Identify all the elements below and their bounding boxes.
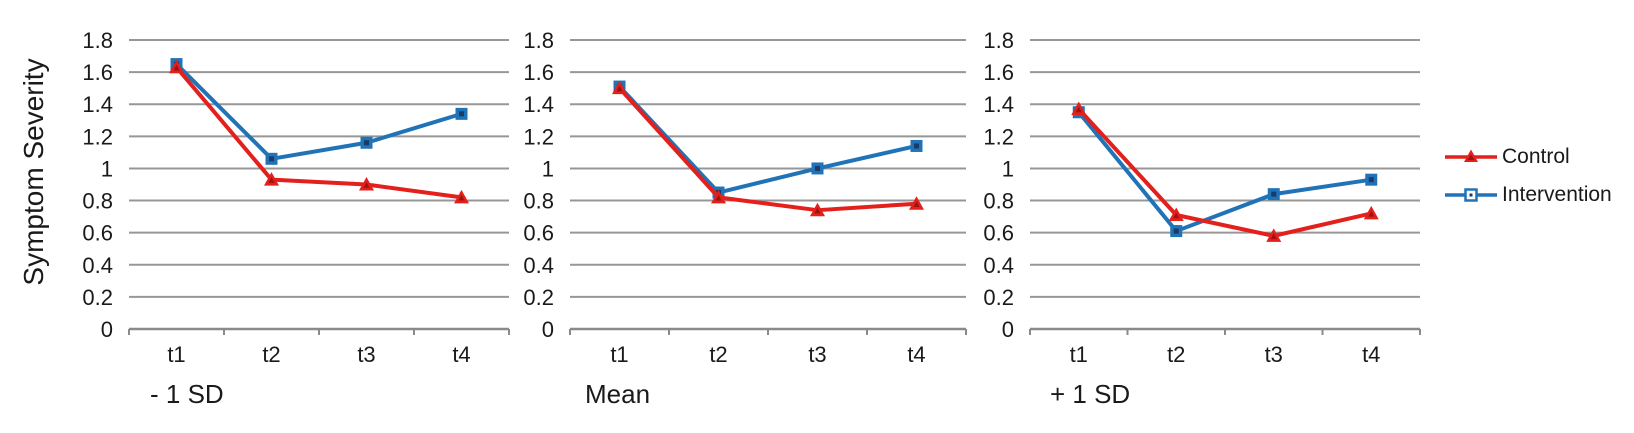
- legend-entry-intervention: Intervention: [1444, 183, 1612, 207]
- square-marker-center: [1368, 177, 1374, 183]
- y-tick-label: 0.6: [983, 221, 1014, 246]
- x-tick-label: t3: [808, 342, 826, 367]
- x-tick-label: t3: [357, 342, 375, 367]
- control-line-triangle-icon: [1445, 149, 1497, 162]
- x-tick-label: t2: [262, 342, 280, 367]
- panel-title: + 1 SD: [1050, 379, 1131, 409]
- y-tick-label: 1.4: [82, 92, 113, 117]
- y-tick-label: 0.4: [983, 253, 1014, 278]
- y-tick-label: 1.2: [983, 124, 1014, 149]
- y-tick-label: 0: [101, 317, 113, 342]
- y-tick-label: 0.4: [82, 253, 113, 278]
- x-tick-label: t4: [1362, 342, 1380, 367]
- y-tick-label: 0.6: [82, 221, 113, 246]
- triangle-marker-center: [1075, 106, 1082, 113]
- y-tick-label: 1.6: [523, 60, 554, 85]
- y-tick-label: 1.2: [523, 124, 554, 149]
- series-line-control: [1077, 107, 1372, 238]
- y-tick-label: 0.2: [82, 285, 113, 310]
- y-tick-label: 1: [101, 156, 113, 181]
- triangle-marker-center: [363, 182, 370, 188]
- triangle-marker-center: [814, 207, 821, 214]
- triangle-marker-center: [1270, 233, 1277, 240]
- triangle-marker-center: [616, 85, 623, 92]
- square-marker-center: [815, 165, 820, 171]
- x-tick-label: t4: [907, 342, 925, 367]
- square-marker-center: [914, 143, 919, 149]
- triangle-marker-center: [1368, 210, 1375, 217]
- x-tick-label: t4: [452, 342, 470, 367]
- x-tick-label: t3: [1265, 342, 1283, 367]
- y-tick-label: 1.8: [82, 28, 113, 53]
- y-tick-label: 0.8: [523, 189, 554, 214]
- y-tick-label: 1.6: [82, 60, 113, 85]
- x-tick-label: t1: [610, 342, 628, 367]
- square-marker-center: [459, 111, 464, 117]
- square-marker-center: [1271, 191, 1277, 197]
- x-tick-label: t2: [1167, 342, 1185, 367]
- y-tick-label: 0.2: [523, 285, 554, 310]
- y-tick-label: 0.6: [523, 221, 554, 246]
- triangle-marker-center: [458, 194, 465, 201]
- triangle-marker-center: [173, 64, 180, 71]
- chart-panel: 0 0.2 0.4 0.6 0.8 1 1.2 1.4 1.6 1.8 t1 t2 t3 t4: [82, 28, 510, 367]
- y-tick-label: 1: [1002, 156, 1014, 181]
- legend: Control Intervention: [1444, 145, 1612, 221]
- intervention-line-square-icon: [1445, 188, 1497, 202]
- y-tick-label: 1: [542, 156, 554, 181]
- y-tick-label: 0.8: [983, 189, 1014, 214]
- series-line-intervention: [1077, 110, 1372, 234]
- chart-panel: 0 0.2 0.4 0.6 0.8 1 1.2 1.4 1.6 1.8 t1 t2 t3 t4: [983, 28, 1421, 367]
- series-line-intervention: [618, 85, 917, 195]
- triangle-marker-center: [1173, 212, 1180, 219]
- series-line-intervention: [175, 62, 463, 161]
- chart-panel: 0 0.2 0.4 0.6 0.8 1 1.2 1.4 1.6 1.8 t1 t2 t3 t4: [523, 28, 967, 367]
- y-tick-label: 1.4: [983, 92, 1014, 117]
- y-tick-label: 1.8: [523, 28, 554, 53]
- y-tick-label: 1.2: [82, 124, 113, 149]
- panel-title: - 1 SD: [150, 379, 224, 409]
- triangle-marker-center: [913, 201, 920, 207]
- y-tick-label: 1.8: [983, 28, 1014, 53]
- series-line-control: [618, 86, 917, 213]
- series-line-control: [174, 66, 462, 200]
- legend-label-control: Control: [1502, 145, 1570, 168]
- legend-entry-control: Control: [1444, 145, 1612, 169]
- y-tick-label: 1.4: [523, 92, 554, 117]
- panel-title: Mean: [585, 379, 651, 409]
- triangle-marker-center: [715, 194, 722, 201]
- square-marker-center: [269, 156, 274, 162]
- triangle-marker-center: [268, 177, 275, 183]
- x-tick-label: t2: [709, 342, 727, 367]
- y-tick-label: 0.8: [82, 189, 113, 214]
- y-tick-label: 0: [1002, 317, 1014, 342]
- y-tick-label: 0: [542, 317, 554, 342]
- x-tick-label: t1: [167, 342, 185, 367]
- square-marker-center: [1173, 228, 1179, 234]
- y-tick-label: 0.4: [523, 253, 554, 278]
- y-tick-label: 1.6: [983, 60, 1014, 85]
- square-marker-center: [364, 140, 369, 146]
- legend-label-intervention: Intervention: [1502, 183, 1612, 206]
- y-tick-label: 0.2: [983, 285, 1014, 310]
- x-tick-label: t1: [1070, 342, 1088, 367]
